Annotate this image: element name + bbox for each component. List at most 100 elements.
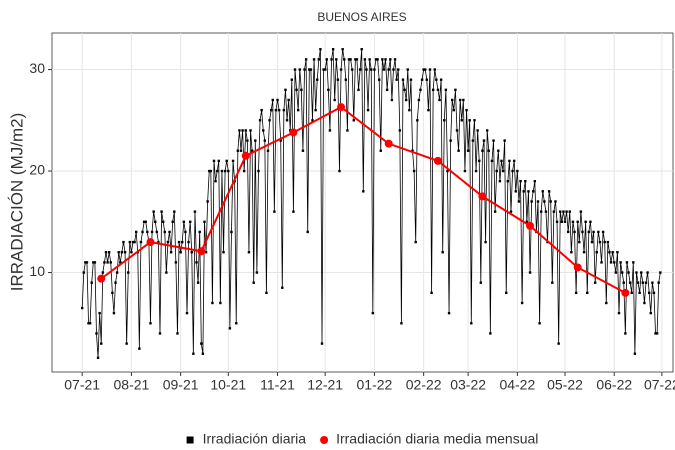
point (574, 291, 578, 295)
point (438, 98, 441, 102)
point (659, 271, 662, 274)
point (522, 190, 525, 193)
point (298, 68, 301, 71)
point (220, 169, 224, 173)
point (466, 149, 470, 152)
x-tick-label: 04-22 (499, 377, 535, 393)
point (474, 169, 478, 173)
point (431, 88, 435, 92)
point (158, 332, 162, 335)
point (154, 220, 157, 223)
point (390, 98, 394, 102)
point (503, 139, 506, 142)
point (150, 230, 154, 234)
point (547, 190, 551, 193)
point (430, 291, 433, 295)
point (316, 78, 319, 81)
point (538, 322, 541, 325)
point (398, 129, 402, 132)
point (368, 58, 371, 61)
point (576, 220, 579, 223)
point (236, 149, 240, 152)
point (492, 139, 495, 142)
y-tick-label: 30 (29, 60, 45, 76)
point (120, 251, 124, 254)
point (598, 240, 602, 244)
point (277, 108, 281, 112)
point (439, 78, 443, 81)
point (146, 238, 155, 247)
point (420, 78, 424, 81)
point (428, 68, 432, 71)
point (646, 271, 649, 274)
point (282, 108, 286, 112)
point (131, 240, 135, 244)
point (200, 342, 203, 345)
point (281, 286, 284, 289)
point (152, 210, 155, 213)
point (293, 68, 297, 71)
point (274, 108, 278, 112)
x-tick-label: 01-22 (357, 377, 393, 393)
x-tick-label: 08-21 (114, 377, 150, 393)
point (263, 139, 267, 142)
point (578, 240, 581, 244)
point (138, 347, 141, 350)
x-tick-label: 07-21 (64, 377, 100, 393)
point (414, 240, 417, 244)
point (304, 58, 308, 61)
point (311, 119, 314, 122)
point (314, 108, 317, 112)
point (217, 159, 220, 163)
point (595, 251, 598, 254)
point (181, 240, 184, 244)
point (223, 169, 227, 173)
point (285, 119, 289, 122)
point (166, 240, 170, 244)
point (142, 220, 146, 223)
y-tick-label: 10 (29, 263, 45, 279)
point (122, 240, 125, 244)
point (541, 190, 544, 193)
point (608, 251, 611, 254)
point (614, 271, 618, 274)
x-tick-label: 03-22 (450, 377, 486, 393)
point (530, 200, 533, 203)
point (657, 281, 660, 284)
point (649, 311, 652, 315)
point (487, 149, 490, 152)
point (600, 261, 603, 264)
point (401, 78, 405, 81)
point (161, 220, 165, 223)
point (582, 251, 586, 254)
point (160, 210, 163, 213)
y-tick-label: 20 (29, 162, 45, 178)
x-tick-label: 07-22 (644, 377, 675, 393)
plot-border (51, 32, 674, 373)
point (621, 288, 630, 297)
point (408, 108, 411, 112)
legend-label: Irradiación diaria (203, 431, 307, 447)
point (651, 281, 654, 284)
series-line (81, 49, 661, 358)
point (570, 251, 573, 254)
point (84, 261, 87, 264)
point (325, 58, 328, 61)
point (190, 251, 193, 254)
point (273, 210, 276, 213)
point (352, 119, 355, 122)
point (454, 88, 457, 92)
point (627, 271, 630, 274)
point (481, 149, 484, 152)
point (493, 210, 497, 213)
point (562, 210, 565, 213)
point (197, 247, 206, 256)
point (203, 220, 206, 223)
legend-label: Irradiación diaria media mensual (336, 431, 538, 447)
point (520, 301, 524, 305)
point (458, 98, 462, 102)
point (647, 291, 651, 295)
point (524, 179, 527, 183)
x-tick-label: 06-22 (596, 377, 632, 393)
point (500, 159, 503, 163)
